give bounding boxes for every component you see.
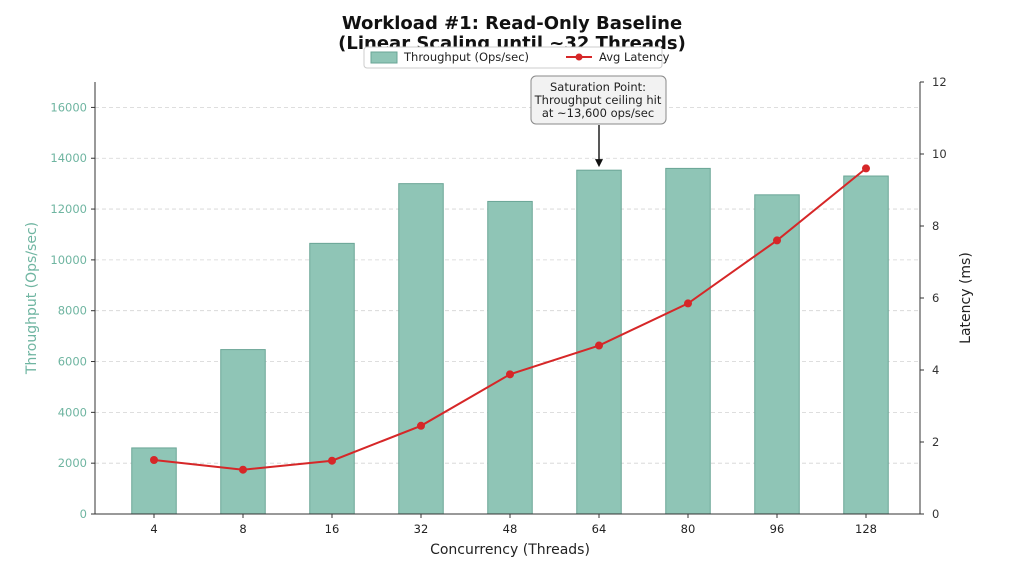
y2-axis-label: Latency (ms): [958, 252, 974, 344]
bar: [220, 349, 266, 515]
y-tick-label: 14000: [50, 151, 87, 165]
x-tick-label: 96: [770, 522, 785, 536]
y-tick-label: 4000: [58, 405, 87, 419]
latency-point: [328, 456, 336, 465]
legend-label-throughput: Throughput (Ops/sec): [403, 50, 529, 64]
y-axis-label: Throughput (Ops/sec): [24, 222, 40, 375]
line-layer: [150, 164, 870, 474]
annotation: Saturation Point:Throughput ceiling hita…: [530, 75, 667, 168]
x-tick-label: 48: [503, 522, 518, 536]
x-tick-label: 64: [592, 522, 607, 536]
y-tick-label: 16000: [50, 100, 87, 114]
x-tick-label: 16: [325, 522, 340, 536]
y2-tick-label: 8: [932, 219, 939, 233]
legend-swatch-latency-marker: [575, 53, 583, 61]
x-tick-label: 4: [150, 522, 157, 536]
latency-point: [417, 421, 425, 430]
y-tick-label: 2000: [58, 456, 87, 470]
y2-tick-label: 12: [932, 75, 947, 89]
annotation-text: at ~13,600 ops/sec: [542, 106, 654, 120]
x-axis-label: Concurrency (Threads): [430, 542, 590, 558]
x-tick-label: 8: [239, 522, 246, 536]
y-tick-label: 6000: [58, 355, 87, 369]
legend: Throughput (Ops/sec) Avg Latency: [363, 46, 670, 69]
bar-layer: [131, 167, 889, 515]
y2-tick-label: 4: [932, 363, 939, 377]
y-tick-label: 10000: [50, 253, 87, 267]
y-tick-label: 12000: [50, 202, 87, 216]
latency-point: [506, 370, 514, 379]
bar: [665, 167, 711, 515]
bar: [487, 200, 533, 515]
bar: [309, 242, 355, 515]
legend-label-latency: Avg Latency: [599, 50, 670, 64]
axis-layer: 0 2000 4000 6000 8000 10000 12000 14000 16000 0 2 4…: [50, 75, 946, 536]
y-tick-label: 8000: [58, 304, 87, 318]
x-tick-label: 80: [681, 522, 696, 536]
annotation-arrow-head: [595, 159, 603, 168]
bar: [843, 175, 889, 515]
latency-point: [595, 341, 603, 350]
latency-point: [684, 299, 692, 308]
latency-point: [150, 456, 158, 464]
y2-tick-label: 6: [932, 291, 939, 305]
y-tick-label: 0: [80, 507, 87, 521]
legend-box: [363, 46, 663, 69]
bar: [398, 183, 444, 515]
annotation-box: [530, 75, 667, 125]
annotation-text: Throughput ceiling hit: [534, 93, 662, 107]
x-tick-label: 32: [414, 522, 429, 536]
y2-tick-label: 0: [932, 507, 939, 521]
y2-tick-label: 2: [932, 435, 939, 449]
chart-title: Workload #1: Read-Only Baseline: [342, 13, 682, 34]
bar: [754, 194, 800, 515]
y2-tick-label: 10: [932, 147, 947, 161]
legend-swatch-throughput: [370, 51, 398, 64]
latency-point: [773, 236, 781, 245]
x-tick-label: 128: [855, 522, 877, 536]
latency-point: [862, 164, 870, 173]
annotation-text: Saturation Point:: [550, 80, 646, 94]
latency-point: [239, 465, 247, 474]
